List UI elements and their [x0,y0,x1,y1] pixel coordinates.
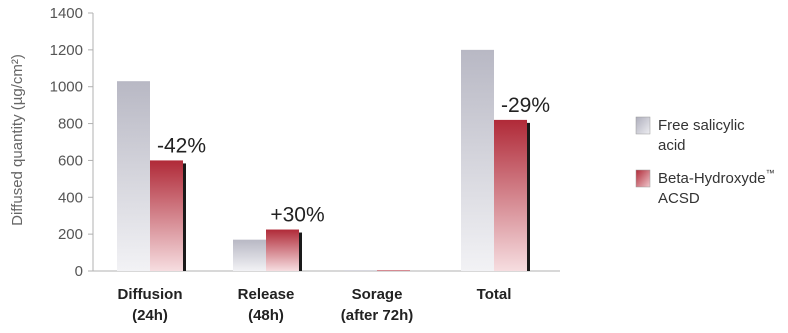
legend-label-free-salicylic-acid: Free salicylic acid [658,117,745,154]
legend: Free salicylic acid Beta-Hydroxyde™ ACSD [635,116,775,207]
change-annotation: -29% [501,94,550,117]
y-tick-label: 400 [58,189,83,206]
bar-beta-hydroxyde-acsd [266,229,299,271]
y-tick-label: 600 [58,152,83,169]
y-tick-label: 1200 [50,42,83,59]
annotations-group: -42% +30% -29% [157,94,550,227]
y-tick-label: 1000 [50,79,83,96]
y-tick-label: 1400 [50,5,83,22]
y-tick-label: 0 [75,263,83,280]
bar-beta-hydroxyde-acsd [377,270,410,271]
category-label: Total [477,286,512,303]
category-label: Diffusion (24h) [118,286,183,324]
category-label: Sorage (after 72h) [341,286,414,324]
change-annotation: -42% [157,134,206,157]
legend-label-beta-hydroxyde-acsd: Beta-Hydroxyde™ ACSD [658,168,775,207]
bars-group [117,49,530,271]
bar-free-salicylic-acid [344,270,377,271]
bar-shadow [182,163,186,271]
y-axis-label: Diffused quantity (µg/cm²) [9,54,26,226]
bar-beta-hydroxyde-acsd [150,160,183,271]
bar-shadow [298,232,302,271]
bar-free-salicylic-acid [117,81,150,271]
y-tick-label: 200 [58,226,83,243]
y-tick-label: 800 [58,116,83,133]
bar-free-salicylic-acid [233,239,266,271]
bar-beta-hydroxyde-acsd [494,119,527,271]
legend-swatch-free-salicylic-acid [635,116,651,135]
legend-swatch-beta-hydroxyde-acsd [635,169,651,188]
category-label: Release (48h) [238,286,295,324]
bar-shadow [526,122,530,271]
category-labels-group: Diffusion (24h) Release (48h) Sorage (after 7… [118,286,512,324]
bar-free-salicylic-acid [461,49,494,271]
change-annotation: +30% [270,204,324,227]
y-axis: 0 200 400 600 800 1000 1200 1400 [50,5,560,280]
